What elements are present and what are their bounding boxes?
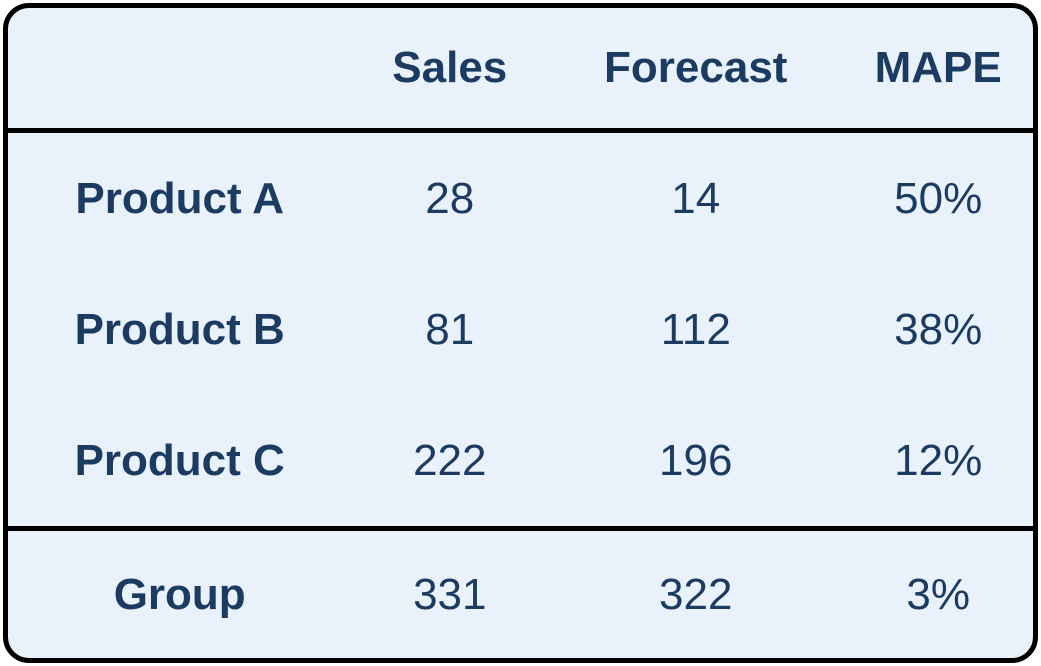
row-label-product-b: Product B [74,304,285,354]
product-a-forecast: 14 [671,173,721,223]
product-a-sales: 28 [425,173,475,223]
product-c-sales: 222 [413,435,487,485]
group-mape: 3% [843,526,1033,658]
row-label-group: Group [8,526,352,658]
summary-table-card: Sales Forecast MAPE Product A 28 14 50% … [3,3,1038,663]
product-b-mape: 38% [894,304,983,354]
header-sales: Sales [351,8,549,133]
product-c-forecast: 196 [659,435,733,485]
product-c-mape: 12% [894,435,983,485]
group-forecast: 322 [548,526,844,658]
product-b-forecast: 112 [660,304,731,354]
group-sales: 331 [351,526,549,658]
product-a-mape: 50% [894,173,983,223]
header-forecast: Forecast [548,8,844,133]
forecast-accuracy-table: Sales Forecast MAPE Product A 28 14 50% … [8,8,1033,658]
header-mape: MAPE [843,8,1033,133]
row-label-product-c: Product C [74,435,285,485]
product-b-sales: 81 [425,304,475,354]
row-label-product-a: Product A [75,173,284,223]
header-empty-cell [8,8,352,133]
